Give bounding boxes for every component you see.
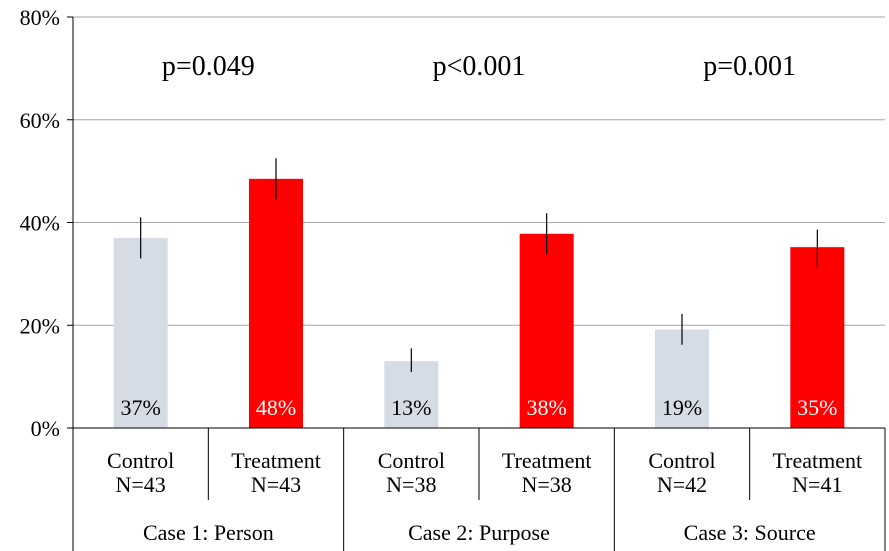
condition-label: Control: [378, 448, 445, 473]
p-values: p=0.049 p<0.001 p=0.001: [162, 51, 796, 82]
bar-value-labels: 37% 48% 13% 38% 19% 35%: [121, 395, 838, 420]
p-value-label: p=0.049: [162, 51, 255, 82]
y-tick-label: 60%: [20, 108, 60, 133]
n-label: N=43: [251, 472, 301, 497]
n-label: N=41: [792, 472, 842, 497]
condition-label: Treatment: [773, 448, 863, 473]
condition-label: Treatment: [502, 448, 592, 473]
bar: [519, 233, 574, 428]
bar-value-label: 48%: [256, 395, 296, 420]
y-axis-ticks: 0% 20% 40% 60% 80%: [20, 5, 74, 441]
bar-value-label: 19%: [662, 395, 702, 420]
p-value-label: p<0.001: [433, 51, 526, 82]
condition-label: Treatment: [231, 448, 321, 473]
group-label: Case 1: Person: [143, 520, 274, 545]
y-tick-label: 20%: [20, 313, 60, 338]
condition-label: Control: [107, 448, 174, 473]
condition-label: Control: [648, 448, 715, 473]
y-tick-label: 80%: [20, 5, 60, 30]
bar-value-label: 13%: [391, 395, 431, 420]
y-tick-label: 0%: [31, 416, 60, 441]
y-tick-label: 40%: [20, 211, 60, 236]
bar: [655, 329, 709, 428]
bar-value-label: 37%: [121, 395, 161, 420]
bars: [113, 178, 845, 428]
n-label: N=38: [386, 472, 436, 497]
error-bars: [140, 158, 818, 373]
bar: [384, 361, 439, 428]
p-value-label: p=0.001: [703, 51, 796, 82]
bar-value-label: 38%: [527, 395, 567, 420]
bar: [790, 247, 845, 428]
group-label: Case 3: Source: [684, 520, 816, 545]
bar-value-label: 35%: [797, 395, 837, 420]
bar: [113, 237, 168, 428]
group-label: Case 2: Purpose: [408, 520, 550, 545]
n-label: N=42: [657, 472, 707, 497]
n-label: N=43: [116, 472, 166, 497]
bar: [249, 178, 303, 428]
n-label: N=38: [522, 472, 572, 497]
